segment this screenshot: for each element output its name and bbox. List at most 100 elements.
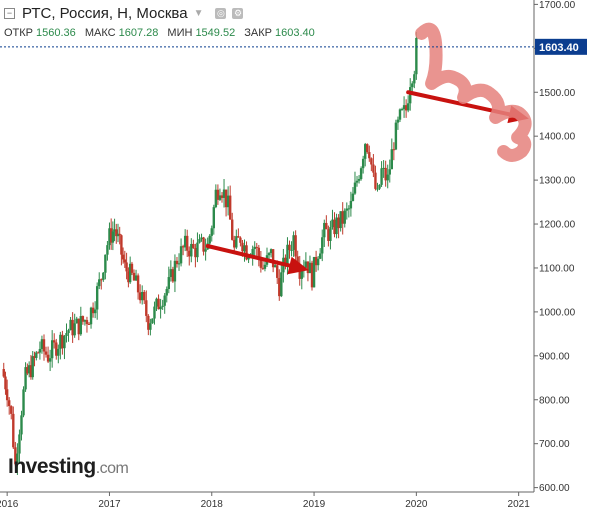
candle-body (173, 260, 177, 282)
candle-body (120, 235, 123, 255)
y-tick-label: 1700.00 (539, 0, 576, 11)
candle-body (155, 298, 158, 307)
logo-domain-text: .com (95, 460, 129, 477)
close-value: 1603.40 (275, 27, 315, 39)
candle-body (288, 244, 291, 251)
candle-body (286, 244, 289, 266)
candle-body (243, 245, 246, 252)
investing-logo: Investing.com (8, 455, 129, 479)
candle-body (357, 179, 361, 181)
candle-body (42, 339, 46, 352)
candle-body (220, 195, 224, 198)
chevron-down-icon[interactable]: ▼ (193, 8, 204, 19)
candle-body (31, 356, 34, 378)
candle-body (125, 262, 128, 272)
candle-body (35, 352, 38, 358)
candle-body (409, 87, 412, 104)
candle-body (300, 270, 303, 279)
candle-body (134, 275, 138, 281)
candle-body (127, 271, 130, 283)
x-tick-label: 2019 (303, 499, 326, 510)
candle-body (33, 356, 36, 358)
candle-body (65, 333, 68, 337)
candle-body (196, 242, 199, 258)
candle-body (394, 122, 398, 150)
price-label-bg (535, 38, 587, 55)
y-tick-label: 1100.00 (539, 263, 575, 274)
candle-body (411, 83, 414, 88)
candle-body (128, 263, 132, 283)
candle-body (228, 195, 232, 220)
candle-body (167, 277, 170, 290)
candle-body (349, 200, 353, 209)
y-tick-label: 1500.00 (539, 88, 576, 99)
price-label-text: 1603.40 (539, 42, 579, 54)
target-icon[interactable]: ◎ (215, 8, 227, 19)
candle-body (310, 262, 314, 288)
candle-body (380, 168, 383, 185)
candle-body (284, 257, 287, 266)
candle-body (188, 250, 191, 257)
candle-body (204, 249, 207, 252)
open-value: 1560.36 (36, 27, 76, 39)
candle-body (57, 348, 60, 356)
candle-body (108, 228, 111, 246)
y-tick-label: 700.00 (539, 439, 570, 450)
candle-body (263, 264, 267, 269)
candle-body (402, 105, 406, 110)
candle-body (278, 277, 281, 297)
candle-body (290, 249, 293, 251)
candle-body (361, 158, 365, 169)
candle-body (241, 242, 244, 252)
candle-body (106, 245, 109, 255)
y-tick-label: 600.00 (539, 483, 570, 494)
candle-body (231, 219, 234, 240)
y-tick-label: 900.00 (539, 351, 570, 362)
candle-body (95, 286, 99, 310)
candle-body (85, 320, 89, 324)
candle-body (351, 193, 355, 201)
candle-body (341, 211, 344, 224)
candle-body (171, 269, 175, 282)
candle-body (153, 306, 156, 319)
candle-body (335, 217, 338, 235)
candle-body (18, 434, 21, 454)
x-tick-label: 2018 (201, 499, 224, 510)
candle-body (38, 348, 42, 353)
candle-body (325, 222, 328, 230)
gear-icon[interactable]: ⚙ (232, 8, 244, 19)
candle-body (237, 236, 240, 238)
candle-body (374, 172, 377, 189)
candle-body (116, 233, 120, 237)
y-tick-label: 800.00 (539, 395, 570, 406)
high-label: МАКС (84, 27, 116, 39)
candle-body (198, 239, 201, 243)
candle-body (398, 109, 402, 120)
candle-body (36, 352, 40, 354)
candle-body (233, 239, 236, 248)
candle-body (200, 237, 203, 240)
candle-body (61, 334, 64, 349)
candle-body (50, 340, 54, 359)
candle-body (396, 119, 400, 123)
y-tick-label: 1300.00 (539, 176, 576, 187)
candle-body (218, 195, 222, 200)
candle-body (323, 222, 326, 238)
candle-body (169, 269, 173, 278)
candle-body (372, 164, 375, 173)
candle-body (251, 249, 254, 257)
candle-body (413, 74, 416, 84)
candle-body (69, 319, 72, 331)
candle-body (130, 263, 134, 273)
candle-body (2, 369, 5, 377)
candle-body (222, 189, 226, 198)
candle-body (8, 400, 11, 407)
candle-body (337, 217, 340, 229)
candle-body (316, 258, 320, 266)
candle-body (113, 229, 116, 232)
collapse-icon[interactable]: − (4, 8, 15, 19)
y-tick-label: 1200.00 (539, 220, 576, 231)
candle-body (216, 189, 220, 200)
candle-body (98, 279, 101, 287)
